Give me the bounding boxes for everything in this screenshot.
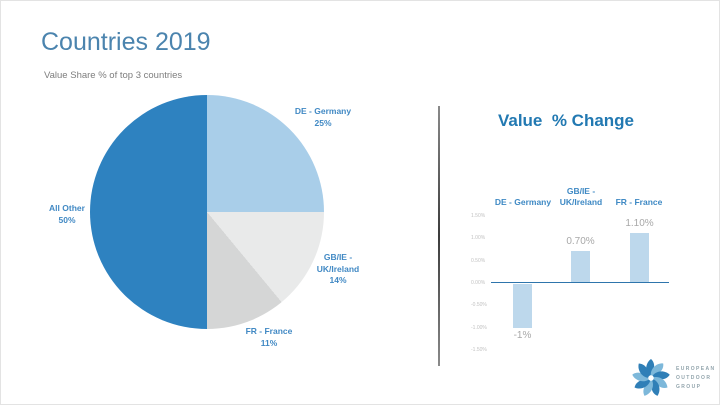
pie-label-de-germany: DE - Germany 25%: [283, 105, 363, 129]
y-tick-label-5: -1.00%: [471, 324, 487, 331]
y-tick-label-1: 1.00%: [471, 235, 486, 242]
logo-text-line2: OUTDOOR: [676, 374, 712, 381]
bar-column-header-de: DE - Germany: [481, 197, 565, 208]
pie-label-other-value: 50%: [58, 215, 76, 225]
bar-header-gbie-text2: UK/Ireland: [559, 197, 603, 207]
bar-column-header-fr: FR - France: [597, 197, 681, 208]
pie-label-fr-value: 11%: [260, 338, 278, 348]
page-title: Countries 2019: [41, 28, 211, 56]
pie-label-gbie-ukireland: GB/IE - UK/Ireland 14%: [298, 252, 378, 287]
bar-chart-title: Value % Change: [497, 111, 635, 130]
bar-0: [513, 283, 532, 329]
eog-logo: EUROPEAN OUTDOOR GROUP: [631, 357, 716, 399]
y-tick-label-6: -1.50%: [471, 346, 487, 353]
bar-column-header-gbie: GB/IE - UK/Ireland: [539, 186, 623, 208]
bar-value-label-1: 0.70%: [566, 236, 595, 248]
pie-label-de-name: DE - Germany: [294, 106, 352, 116]
pie-chart: [90, 95, 324, 329]
bar-value-label-0: -1%: [513, 330, 532, 342]
bar-header-de-text: DE - Germany: [494, 197, 552, 207]
y-axis-ticks: 1.50% 1.00% 0.50% 0.00% -0.50% -1.00% -1.50%: [471, 211, 487, 356]
divider-line: [438, 106, 440, 366]
pie-label-gbie-name1: GB/IE -: [323, 252, 353, 262]
zero-axis-line: [491, 282, 669, 283]
logo-text-line1: EUROPEAN: [676, 365, 716, 372]
pie-label-other-name: All Other: [49, 203, 85, 213]
pie-label-de-value: 25%: [314, 118, 332, 128]
bar-1: [571, 251, 590, 283]
y-tick-label-3: 0.00%: [471, 280, 486, 286]
y-tick-label-0: 1.50%: [471, 213, 486, 219]
pie-label-fr-france: FR - France 11%: [229, 325, 309, 349]
eog-logo-mark: [632, 359, 670, 396]
pie-label-gbie-value: 14%: [329, 275, 347, 285]
bar-header-gbie-text1: GB/IE -: [566, 186, 596, 196]
pie-label-gbie-name2: UK/Ireland: [316, 263, 360, 274]
eog-logo-text: EUROPEAN OUTDOOR GROUP: [676, 365, 716, 392]
page-subtitle: Value Share % of top 3 countries: [44, 70, 183, 81]
bar-2: [630, 233, 649, 283]
y-tick-label-4: -0.50%: [471, 302, 487, 309]
bar-value-label-2: 1.10%: [625, 218, 654, 230]
y-tick-label-2: 0.50%: [471, 257, 486, 264]
pie-label-all-other: All Other 50%: [27, 202, 107, 226]
bar-header-fr-text: FR - France: [615, 197, 663, 207]
logo-text-line3: GROUP: [676, 383, 702, 390]
bar-plot: -1% 0.70% 1.10%: [491, 211, 669, 356]
pie-label-fr-name: FR - France: [245, 326, 293, 336]
